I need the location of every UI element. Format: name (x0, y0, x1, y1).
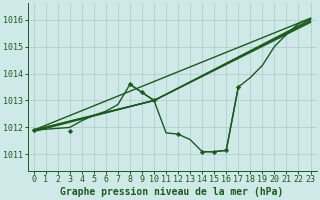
X-axis label: Graphe pression niveau de la mer (hPa): Graphe pression niveau de la mer (hPa) (60, 186, 284, 197)
